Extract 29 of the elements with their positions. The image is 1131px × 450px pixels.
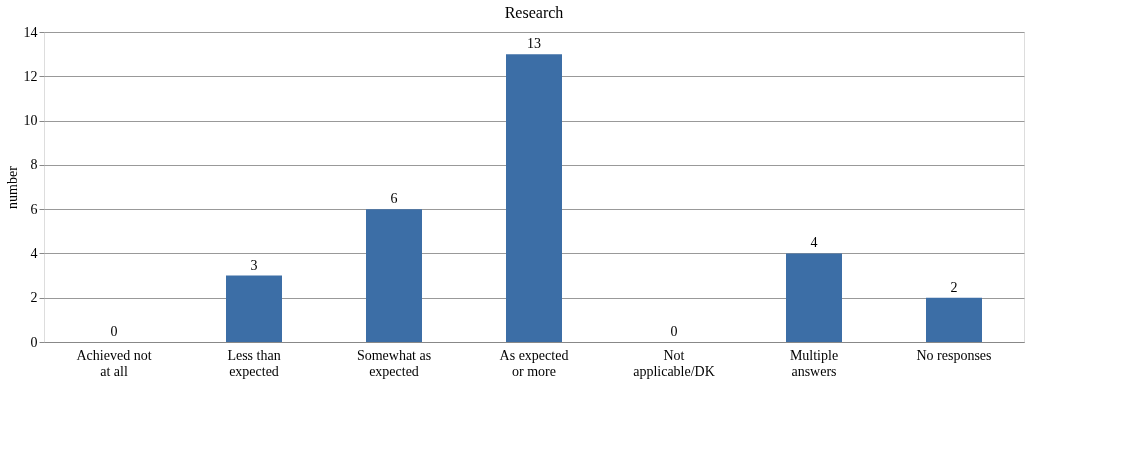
- y-tick-label: 2: [30, 290, 38, 306]
- data-label: 6: [390, 191, 398, 207]
- y-tick-label: 12: [23, 68, 38, 84]
- data-label: 0: [670, 324, 678, 339]
- bar: [926, 297, 982, 342]
- data-label: 13: [527, 36, 541, 52]
- y-tick-label: 0: [30, 334, 38, 350]
- bar: [366, 209, 422, 342]
- bar: [506, 54, 562, 342]
- y-tick-label: 4: [30, 245, 38, 261]
- x-tick-label: No responses: [916, 347, 992, 363]
- x-tick-label: Multiple answers: [789, 347, 839, 379]
- chart-title: Research: [504, 4, 564, 21]
- data-label: 0: [110, 324, 118, 339]
- x-tick-label: Not applicable/DK: [633, 347, 715, 379]
- x-tick-label: Less than expected: [227, 347, 281, 379]
- data-label: 4: [810, 235, 818, 251]
- y-tick-label: 6: [30, 201, 38, 217]
- y-tick-label: 10: [23, 113, 38, 129]
- data-label: 2: [950, 279, 958, 295]
- x-tick-label: Achieved not at all: [76, 347, 152, 379]
- bar: [226, 275, 282, 342]
- x-tick-label: As expected or more: [499, 347, 569, 379]
- bar: [786, 253, 842, 342]
- y-tick-label: 8: [30, 157, 38, 173]
- y-axis-title: number: [4, 165, 20, 209]
- y-tick-label: 14: [23, 24, 38, 40]
- data-label: 3: [250, 257, 258, 273]
- x-tick-label: Somewhat as expected: [356, 347, 432, 379]
